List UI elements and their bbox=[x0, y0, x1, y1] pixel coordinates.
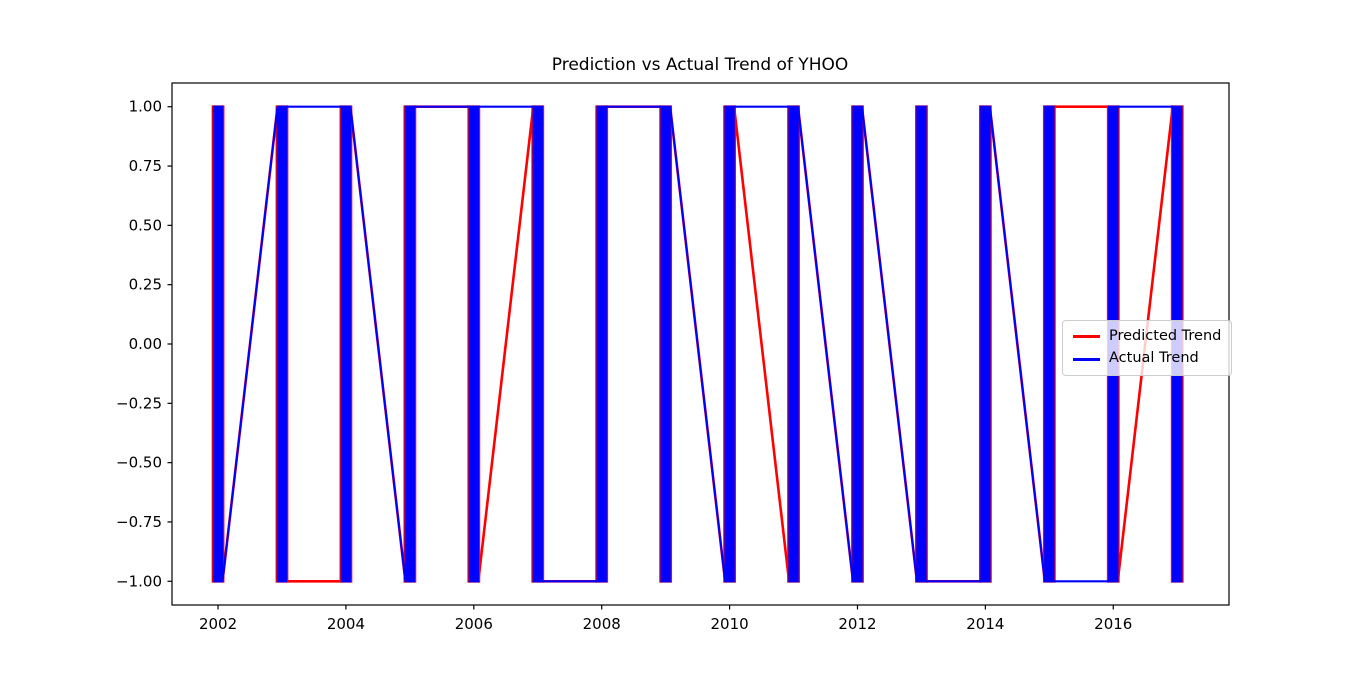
series-actual-oscillation-cluster bbox=[660, 105, 671, 583]
x-tick-label: 2008 bbox=[583, 615, 621, 633]
y-tick-label: 0.25 bbox=[129, 276, 162, 294]
series-actual-oscillation-cluster bbox=[212, 105, 224, 583]
legend-label-predicted: Predicted Trend bbox=[1109, 328, 1222, 344]
y-tick-label: 0.00 bbox=[129, 335, 162, 353]
legend-line-sample-blue bbox=[1073, 357, 1100, 361]
series-actual-oscillation-cluster bbox=[468, 105, 480, 583]
series-actual-oscillation-cluster bbox=[980, 105, 991, 583]
x-tick-label: 2014 bbox=[966, 615, 1004, 633]
y-tick-label: −0.50 bbox=[116, 454, 162, 472]
series-actual-oscillation-cluster bbox=[532, 105, 543, 583]
series-actual-segment bbox=[669, 106, 727, 582]
series-actual-oscillation-cluster bbox=[916, 105, 927, 583]
x-tick-label: 2010 bbox=[711, 615, 749, 633]
series-actual-segment bbox=[988, 106, 1046, 582]
series-actual-oscillation-cluster bbox=[724, 105, 735, 583]
series-actual-oscillation-cluster bbox=[788, 105, 799, 583]
x-tick-label: 2012 bbox=[838, 615, 876, 633]
series-actual-segment bbox=[349, 106, 407, 582]
series-actual-segment bbox=[221, 106, 279, 582]
series-predicted-segment bbox=[732, 106, 791, 582]
legend: Predicted Trend Actual Trend bbox=[1062, 320, 1233, 376]
series-actual-oscillation-cluster bbox=[1044, 105, 1055, 583]
chart-title: Prediction vs Actual Trend of YHOO bbox=[551, 55, 849, 75]
series-actual-oscillation-cluster bbox=[276, 105, 288, 583]
y-tick-label: 1.00 bbox=[129, 98, 162, 116]
legend-line-sample-red bbox=[1073, 335, 1100, 339]
x-tick-label: 2004 bbox=[327, 615, 365, 633]
series-actual-oscillation-cluster bbox=[596, 105, 607, 583]
series-actual-oscillation-cluster bbox=[340, 105, 352, 583]
legend-item-actual: Actual Trend bbox=[1073, 350, 1221, 367]
series-predicted-segment bbox=[477, 106, 535, 582]
x-tick-label: 2002 bbox=[199, 615, 237, 633]
y-tick-label: −0.75 bbox=[116, 513, 162, 531]
y-tick-label: −0.25 bbox=[116, 394, 162, 412]
series-actual-oscillation-cluster bbox=[852, 105, 863, 583]
y-tick-label: 0.50 bbox=[129, 216, 162, 234]
series-actual-oscillation-cluster bbox=[404, 105, 416, 583]
x-tick-label: 2006 bbox=[455, 615, 493, 633]
series-actual-segment bbox=[796, 106, 855, 582]
y-tick-label: −1.00 bbox=[116, 572, 162, 590]
legend-item-predicted: Predicted Trend bbox=[1073, 328, 1221, 345]
series-actual-segment bbox=[860, 106, 918, 582]
x-tick-label: 2016 bbox=[1094, 615, 1132, 633]
legend-label-actual: Actual Trend bbox=[1109, 350, 1199, 367]
y-tick-label: 0.75 bbox=[129, 157, 162, 175]
